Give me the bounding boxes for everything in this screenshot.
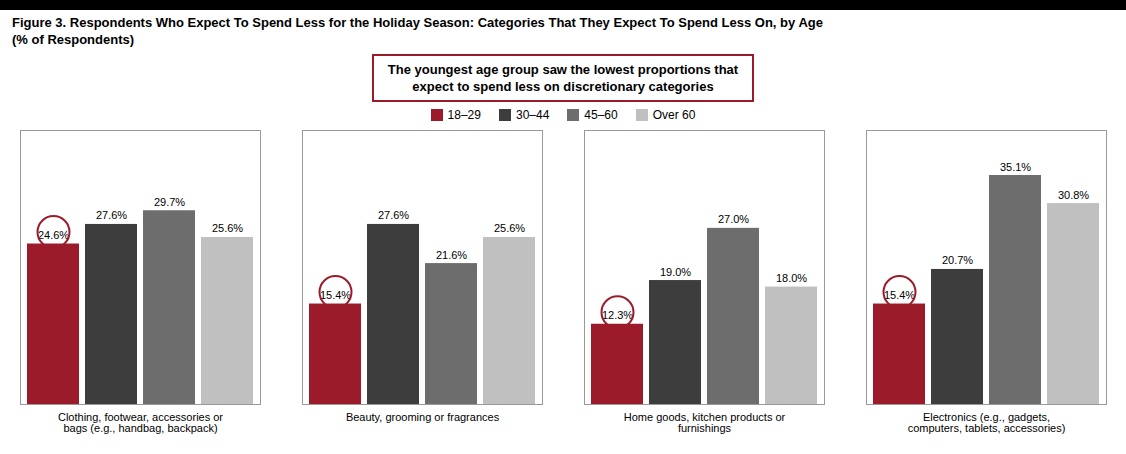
svg-text:35.1%: 35.1%: [1000, 161, 1031, 173]
svg-text:29.7%: 29.7%: [154, 196, 185, 208]
html-text:18–29: 18–29: [447, 108, 481, 122]
svg-text:30.8%: 30.8%: [1058, 189, 1089, 201]
svg-text:24.6%: 24.6%: [38, 229, 69, 241]
html-text:Over 60: Over 60: [652, 108, 696, 122]
svg-text:12.3%: 12.3%: [602, 309, 633, 321]
html-text:30–44: 30–44: [516, 108, 550, 122]
svg-text:18.0%: 18.0%: [776, 272, 807, 284]
svg-text:25.6%: 25.6%: [212, 222, 243, 234]
svg-text:27.0%: 27.0%: [718, 213, 749, 225]
html-text:(% of Respondents): (% of Respondents): [12, 32, 135, 47]
svg-text:27.6%: 27.6%: [378, 209, 409, 221]
html-text:Figure 3. Respondents Who Expe: Figure 3. Respondents Who Expect To Spen…: [12, 15, 823, 30]
svg-text:15.4%: 15.4%: [884, 289, 915, 301]
svg-text:Clothing, footwear, accessorie: Clothing, footwear, accessories orbags (…: [58, 411, 223, 434]
svg-text:Beauty, grooming or fragrances: Beauty, grooming or fragrances: [346, 411, 500, 423]
svg-text:15.4%: 15.4%: [320, 289, 351, 301]
svg-text:Home goods, kitchen products o: Home goods, kitchen products orfurnishin…: [624, 411, 786, 434]
html-text:The youngest age group saw the: The youngest age group saw the lowest pr…: [387, 62, 739, 94]
svg-text:25.6%: 25.6%: [494, 222, 525, 234]
svg-text:20.7%: 20.7%: [942, 254, 973, 266]
html-text:45–60: 45–60: [584, 108, 618, 122]
svg-text:21.6%: 21.6%: [436, 249, 467, 261]
svg-text:Electronics (e.g., gadgets,com: Electronics (e.g., gadgets,computers, ta…: [908, 411, 1066, 434]
svg-text:27.6%: 27.6%: [96, 209, 127, 221]
svg-text:19.0%: 19.0%: [660, 266, 691, 278]
